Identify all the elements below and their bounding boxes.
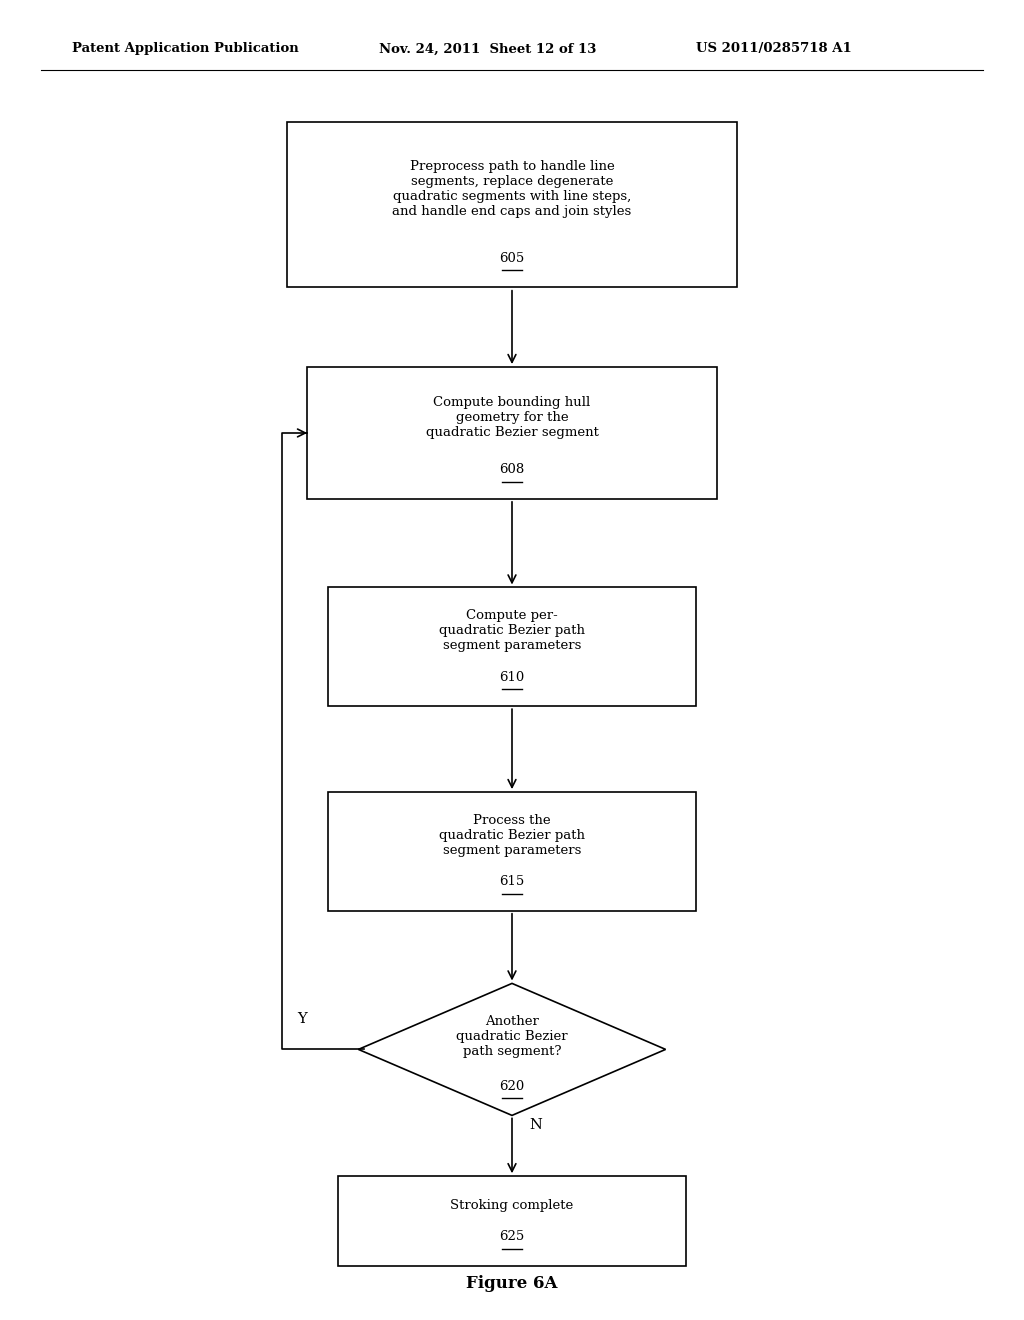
Text: 608: 608 (500, 463, 524, 477)
Text: Preprocess path to handle line
segments, replace degenerate
quadratic segments w: Preprocess path to handle line segments,… (392, 160, 632, 218)
FancyBboxPatch shape (328, 792, 696, 911)
Text: Compute per-
quadratic Bezier path
segment parameters: Compute per- quadratic Bezier path segme… (439, 610, 585, 652)
FancyBboxPatch shape (307, 367, 717, 499)
Text: N: N (529, 1118, 542, 1131)
Text: 605: 605 (500, 252, 524, 264)
FancyBboxPatch shape (328, 587, 696, 706)
Text: US 2011/0285718 A1: US 2011/0285718 A1 (696, 42, 852, 55)
Text: Stroking complete: Stroking complete (451, 1199, 573, 1212)
Text: Process the
quadratic Bezier path
segment parameters: Process the quadratic Bezier path segmen… (439, 814, 585, 857)
Text: Another
quadratic Bezier
path segment?: Another quadratic Bezier path segment? (456, 1015, 568, 1057)
Text: Patent Application Publication: Patent Application Publication (72, 42, 298, 55)
Text: Y: Y (297, 1012, 307, 1026)
Text: Nov. 24, 2011  Sheet 12 of 13: Nov. 24, 2011 Sheet 12 of 13 (379, 42, 596, 55)
FancyBboxPatch shape (338, 1176, 686, 1266)
Text: 615: 615 (500, 875, 524, 888)
Text: Figure 6A: Figure 6A (466, 1275, 558, 1291)
FancyBboxPatch shape (287, 123, 737, 288)
Text: 610: 610 (500, 671, 524, 684)
Text: 620: 620 (500, 1080, 524, 1093)
Text: Compute bounding hull
geometry for the
quadratic Bezier segment: Compute bounding hull geometry for the q… (426, 396, 598, 438)
Text: 625: 625 (500, 1230, 524, 1243)
Polygon shape (358, 983, 666, 1115)
